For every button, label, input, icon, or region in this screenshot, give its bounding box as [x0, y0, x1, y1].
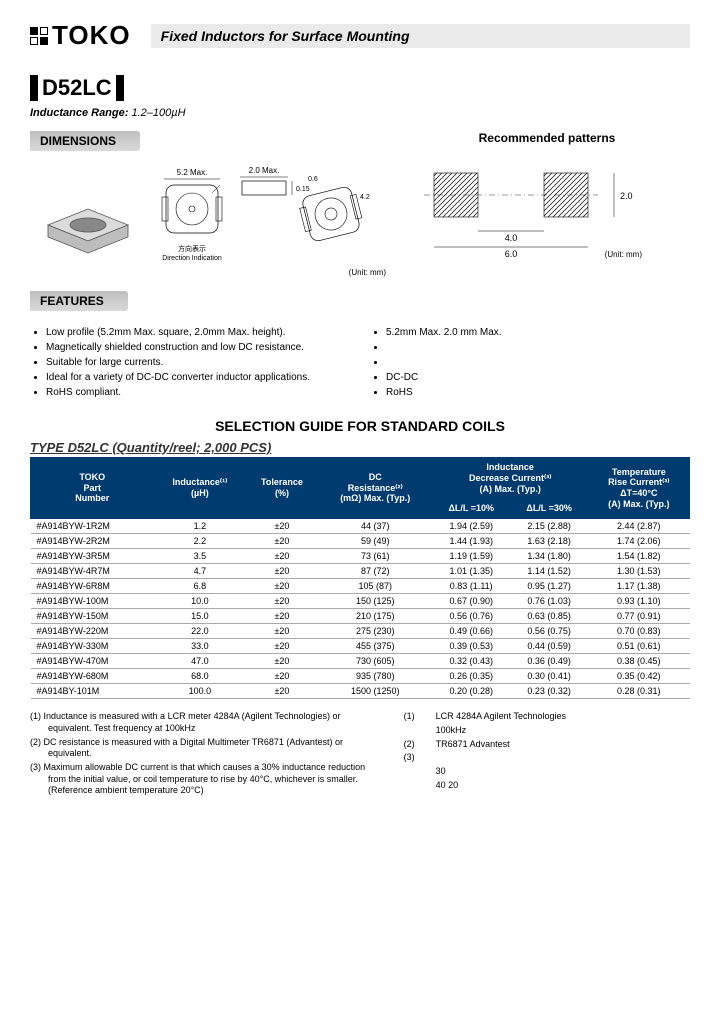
footnotes: (1) Inductance is measured with a LCR me…: [30, 711, 690, 799]
col-tolerance: Tolerance (%): [246, 458, 318, 519]
dim-side: 4.2: [360, 194, 370, 201]
feature-item-jp: 5.2mm Max. 2.0 mm Max.: [386, 325, 690, 340]
dim-corner: 0.6: [308, 176, 318, 183]
dim-unit: (Unit: mm): [349, 268, 387, 277]
pattern-diagram: 2.0 4.0 6.0 (Unit: mm): [404, 151, 644, 261]
col-dcr: DC Resistance⁽²⁾ (mΩ) Max. (Typ.): [318, 458, 432, 519]
dim-body-h: 2.0 Max.: [249, 166, 280, 175]
col-idc-group: Inductance Decrease Current⁽³⁾ (A) Max. …: [432, 458, 588, 499]
selection-title: SELECTION GUIDE FOR STANDARD COILS: [30, 418, 690, 434]
footnote-right-line: (3): [404, 752, 690, 764]
selection-table: TOKO Part Number Inductance⁽¹⁾ (µH) Tole…: [30, 457, 690, 699]
feature-item-jp: RoHS: [386, 385, 690, 400]
features-list: Low profile (5.2mm Max. square, 2.0mm Ma…: [30, 325, 690, 400]
page-title: Fixed Inductors for Surface Mounting: [151, 24, 690, 48]
table-row: #A914BYW-330M33.0±20455 (375)0.39 (0.53)…: [31, 639, 690, 654]
footnote-item: (3) Maximum allowable DC current is that…: [30, 762, 374, 797]
svg-text:Direction Indication: Direction Indication: [162, 255, 222, 262]
footnote-right-line: 30: [404, 766, 690, 778]
logo-text: TOKO: [52, 20, 131, 51]
pattern-total: 6.0: [505, 249, 518, 259]
pattern-unit: (Unit: mm): [605, 250, 643, 259]
table-row: #A914BY-101M100.0±201500 (1250)0.20 (0.2…: [31, 684, 690, 699]
feature-item: Ideal for a variety of DC-DC converter i…: [46, 370, 350, 385]
brand-logo: TOKO: [30, 20, 131, 51]
col-temp: Temperature Rise Current⁽³⁾ ΔT=40°C (A) …: [588, 458, 689, 519]
dim-lead: 0.15: [296, 186, 310, 193]
col-idc30: ΔL/L =30%: [510, 499, 588, 519]
table-row: #A914BYW-6R8M6.8±20105 (87)0.83 (1.11)0.…: [31, 579, 690, 594]
logo-mark-icon: [30, 27, 48, 45]
header-bar: TOKO Fixed Inductors for Surface Mountin…: [30, 20, 690, 51]
product-code: D52LC: [30, 75, 124, 101]
pattern-h: 2.0: [620, 191, 633, 201]
table-row: #A914BYW-2R2M2.2±2059 (49)1.44 (1.93)1.6…: [31, 534, 690, 549]
table-row: #A914BYW-220M22.0±20275 (230)0.49 (0.66)…: [31, 624, 690, 639]
col-idc10: ΔL/L =10%: [432, 499, 510, 519]
section-features: FEATURES: [30, 291, 128, 311]
dim-direction: 方向表示: [178, 244, 206, 253]
col-part-number: TOKO Part Number: [31, 458, 155, 519]
footnote-item: (1) Inductance is measured with a LCR me…: [30, 711, 374, 734]
table-row: #A914BYW-470M47.0±20730 (605)0.32 (0.43)…: [31, 654, 690, 669]
feature-item-jp: [386, 355, 690, 370]
footnote-right-line: 40 20: [404, 780, 690, 792]
dim-body-w: 5.2 Max.: [177, 168, 208, 177]
recommended-patterns-title: Recommended patterns: [404, 131, 690, 145]
section-dimensions: DIMENSIONS: [30, 131, 140, 151]
footnote-item: (2) DC resistance is measured with a Dig…: [30, 737, 374, 760]
table-row: #A914BYW-100M10.0±20150 (125)0.67 (0.90)…: [31, 594, 690, 609]
feature-item-jp: DC-DC: [386, 370, 690, 385]
table-row: #A914BYW-3R5M3.5±2073 (61)1.19 (1.59)1.3…: [31, 549, 690, 564]
col-inductance: Inductance⁽¹⁾ (µH): [154, 458, 246, 519]
footnote-right-line: 100kHz: [404, 725, 690, 737]
dimensions-diagram: 5.2 Max. 方向表示 Direction Indication 2.0 M…: [30, 159, 390, 279]
footnote-right-line: (2)TR6871 Advantest: [404, 739, 690, 751]
table-row: #A914BYW-150M15.0±20210 (175)0.56 (0.76)…: [31, 609, 690, 624]
selection-type-line: TYPE D52LC (Quantity/reel; 2,000 PCS): [30, 440, 690, 455]
feature-item: Low profile (5.2mm Max. square, 2.0mm Ma…: [46, 325, 350, 340]
feature-item: Suitable for large currents.: [46, 355, 350, 370]
feature-item: RoHS compliant.: [46, 385, 350, 400]
table-row: #A914BYW-1R2M1.2±2044 (37)1.94 (2.59)2.1…: [31, 519, 690, 534]
feature-item: Magnetically shielded construction and l…: [46, 340, 350, 355]
range-value: 1.2–100µH: [131, 107, 185, 119]
footnote-right-line: (1)LCR 4284A Agilent Technologies: [404, 711, 690, 723]
table-row: #A914BYW-680M68.0±20935 (780)0.26 (0.35)…: [31, 669, 690, 684]
pattern-gap: 4.0: [505, 233, 518, 243]
table-row: #A914BYW-4R7M4.7±2087 (72)1.01 (1.35)1.1…: [31, 564, 690, 579]
feature-item-jp: [386, 340, 690, 355]
inductance-range: Inductance Range: 1.2–100µH: [30, 107, 690, 119]
range-label: Inductance Range:: [30, 107, 128, 119]
